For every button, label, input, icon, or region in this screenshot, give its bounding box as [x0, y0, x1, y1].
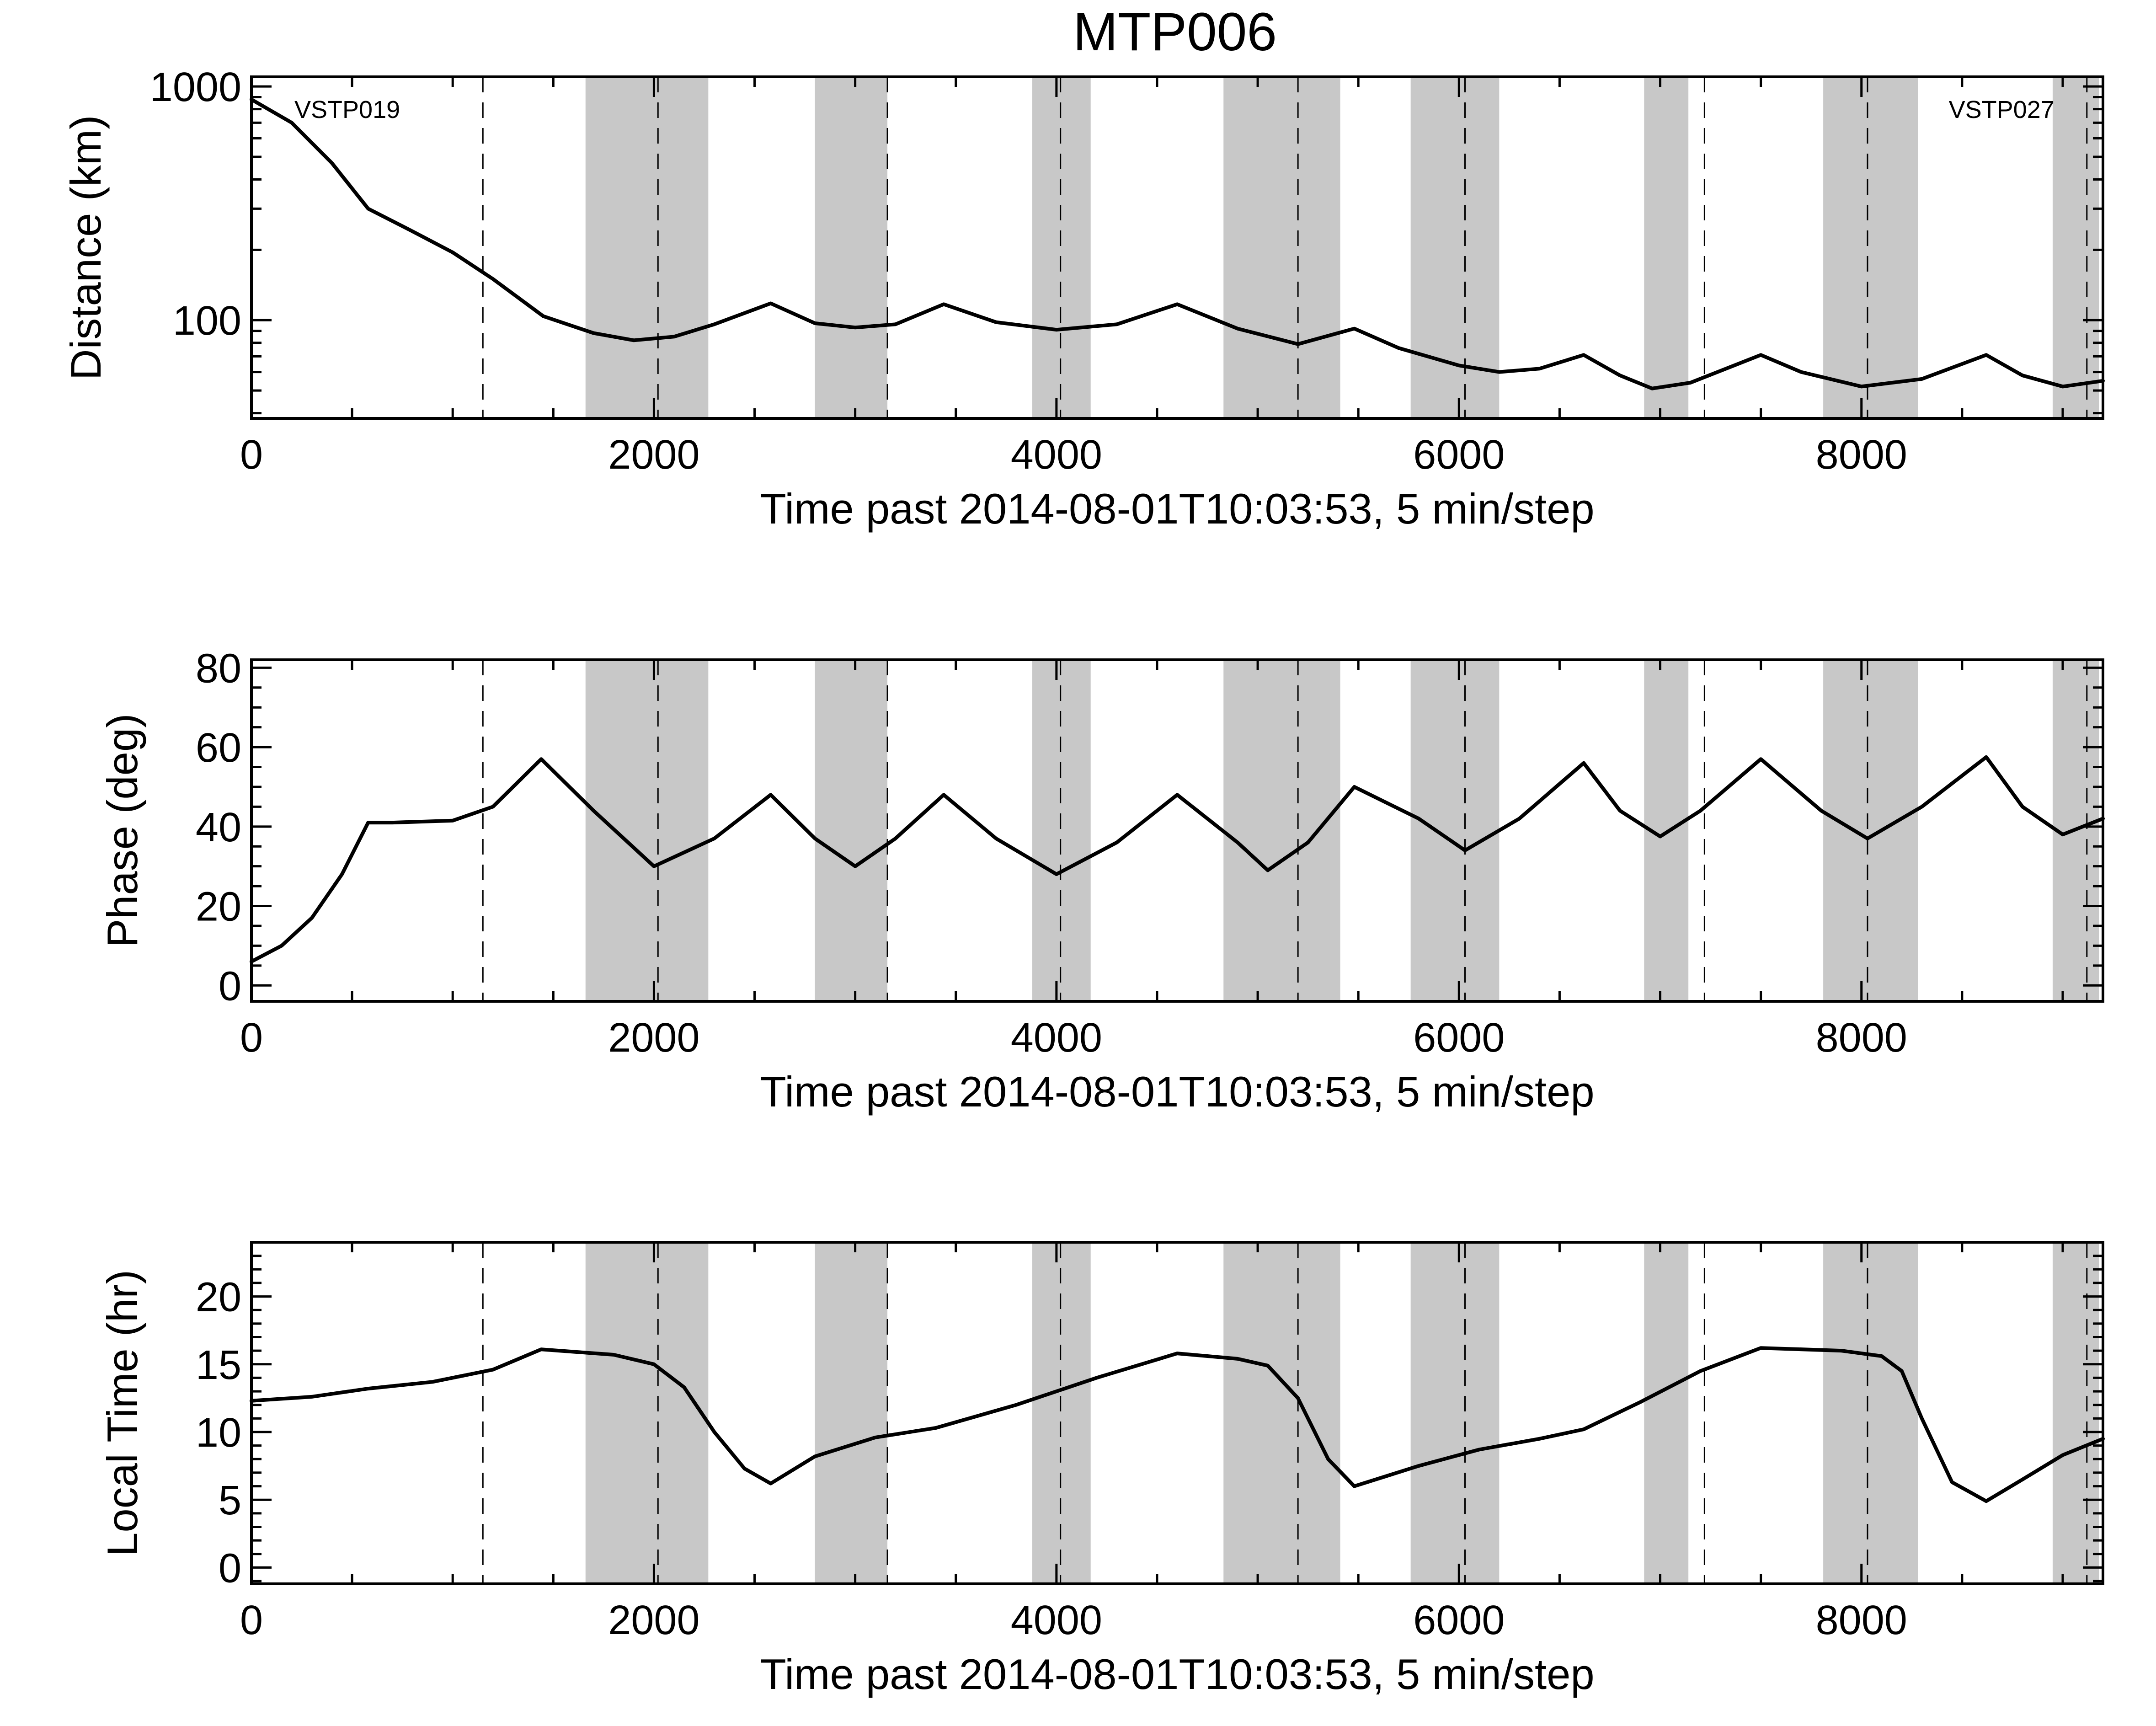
distance-shaded-region-4: [1410, 77, 1500, 418]
localtime-shaded-region-3: [1223, 1242, 1340, 1584]
distance-shaded-region-3: [1223, 77, 1340, 418]
phase-y-tick-label: 20: [196, 884, 241, 930]
localtime-x-tick-labels: 0 2000 4000 6000 8000: [240, 1598, 1907, 1643]
distance-shaded-region-2: [1032, 77, 1091, 418]
localtime-y-tick-label: 10: [196, 1410, 241, 1456]
distance-panel: 0 2000 4000 6000 8000 100 1000 VSTP019 VSTP027…: [62, 64, 2105, 533]
localtime-y-tick-label: 5: [219, 1478, 241, 1523]
phase-y-tick-label: 0: [219, 963, 241, 1009]
distance-ticks: [250, 77, 2103, 418]
localtime-y-tick-label: 15: [196, 1342, 241, 1388]
localtime-vertical-lines: [482, 1242, 2088, 1584]
phase-shaded-region-2: [1032, 660, 1091, 1001]
localtime-shaded-region-1: [815, 1242, 888, 1584]
phase-ticks: [250, 660, 2103, 1001]
localtime-shaded-regions: [585, 1242, 2099, 1584]
distance-x-tick-label: 0: [240, 432, 263, 478]
localtime-x-tick-label: 2000: [608, 1598, 699, 1643]
phase-series-line: [250, 755, 2105, 964]
distance-shaded-region-5: [1644, 77, 1689, 418]
phase-x-tick-label: 6000: [1413, 1015, 1505, 1061]
localtime-x-tick-label: 8000: [1816, 1598, 1907, 1643]
phase-y-tick-label: 60: [196, 725, 241, 771]
distance-y-tick-labels: 100 1000: [150, 64, 241, 344]
distance-series-line: [250, 97, 2105, 390]
distance-x-tick-label: 2000: [608, 432, 699, 478]
phase-vertical-lines: [482, 660, 2088, 1001]
distance-annotation-1: VSTP027: [1949, 96, 2055, 123]
localtime-shaded-region-7: [2052, 1242, 2099, 1584]
distance-y-tick-label: 100: [173, 298, 241, 344]
phase-shaded-region-6: [1823, 660, 1918, 1001]
phase-panel: 0 2000 4000 6000 8000 0 20 40 60 80 Time past 20…: [98, 646, 2105, 1116]
distance-annotations: VSTP019 VSTP027: [294, 96, 2055, 123]
phase-shaded-region-3: [1223, 660, 1340, 1001]
distance-vertical-lines: [482, 77, 2088, 418]
localtime-y-tick-label: 20: [196, 1275, 241, 1320]
distance-shaded-region-1: [815, 77, 888, 418]
distance-y-tick-label: 1000: [150, 64, 241, 110]
distance-shaded-region-7: [2052, 77, 2099, 418]
localtime-x-tick-label: 4000: [1011, 1598, 1102, 1643]
phase-plot-frame: [250, 658, 2104, 1003]
phase-x-axis-label: Time past 2014-08-01T10:03:53, 5 min/ste…: [760, 1068, 1594, 1116]
distance-x-tick-label: 8000: [1816, 432, 1907, 478]
localtime-y-axis-label: Local Time (hr): [98, 1270, 146, 1556]
localtime-shaded-region-2: [1032, 1242, 1091, 1584]
phase-x-tick-labels: 0 2000 4000 6000 8000: [240, 1015, 1907, 1061]
phase-shaded-region-4: [1410, 660, 1500, 1001]
phase-y-tick-label: 80: [196, 646, 241, 691]
distance-x-tick-label: 6000: [1413, 432, 1505, 478]
localtime-x-axis-label: Time past 2014-08-01T10:03:53, 5 min/ste…: [760, 1650, 1594, 1698]
phase-x-tick-label: 2000: [608, 1015, 699, 1061]
phase-y-tick-label: 40: [196, 805, 241, 850]
phase-y-tick-labels: 0 20 40 60 80: [196, 646, 241, 1009]
localtime-ticks: [250, 1241, 2103, 1584]
localtime-plot-frame: [250, 1241, 2104, 1585]
localtime-x-tick-label: 0: [240, 1598, 263, 1643]
localtime-shaded-region-5: [1644, 1242, 1689, 1584]
phase-shaded-regions: [585, 660, 2099, 1001]
distance-y-axis-label: Distance (km): [62, 115, 110, 380]
localtime-shaded-region-4: [1410, 1242, 1500, 1584]
distance-x-tick-label: 4000: [1011, 432, 1102, 478]
phase-shaded-region-0: [585, 660, 709, 1001]
localtime-series-line: [250, 1346, 2105, 1503]
distance-x-axis-label: Time past 2014-08-01T10:03:53, 5 min/ste…: [760, 485, 1594, 533]
localtime-y-tick-labels: 0 5 10 15 20: [196, 1275, 241, 1592]
phase-y-axis-label: Phase (deg): [98, 713, 146, 947]
figure-title: MTP006: [1073, 2, 1277, 62]
distance-x-tick-labels: 0 2000 4000 6000 8000: [240, 432, 1907, 478]
distance-plot-frame: [250, 75, 2104, 420]
localtime-shaded-region-6: [1823, 1242, 1918, 1584]
distance-annotation-0: VSTP019: [294, 96, 400, 123]
phase-shaded-region-1: [815, 660, 888, 1001]
localtime-y-tick-label: 0: [219, 1545, 241, 1591]
distance-shaded-region-0: [585, 77, 709, 418]
localtime-panel: 0 2000 4000 6000 8000 0 5 10 15 20 Time past 201…: [98, 1241, 2105, 1698]
distance-shaded-region-6: [1823, 77, 1918, 418]
localtime-x-tick-label: 6000: [1413, 1598, 1505, 1643]
phase-x-tick-label: 0: [240, 1015, 263, 1061]
localtime-shaded-region-0: [585, 1242, 709, 1584]
phase-x-tick-label: 8000: [1816, 1015, 1907, 1061]
phase-x-tick-label: 4000: [1011, 1015, 1102, 1061]
distance-shaded-regions: [585, 77, 2099, 418]
